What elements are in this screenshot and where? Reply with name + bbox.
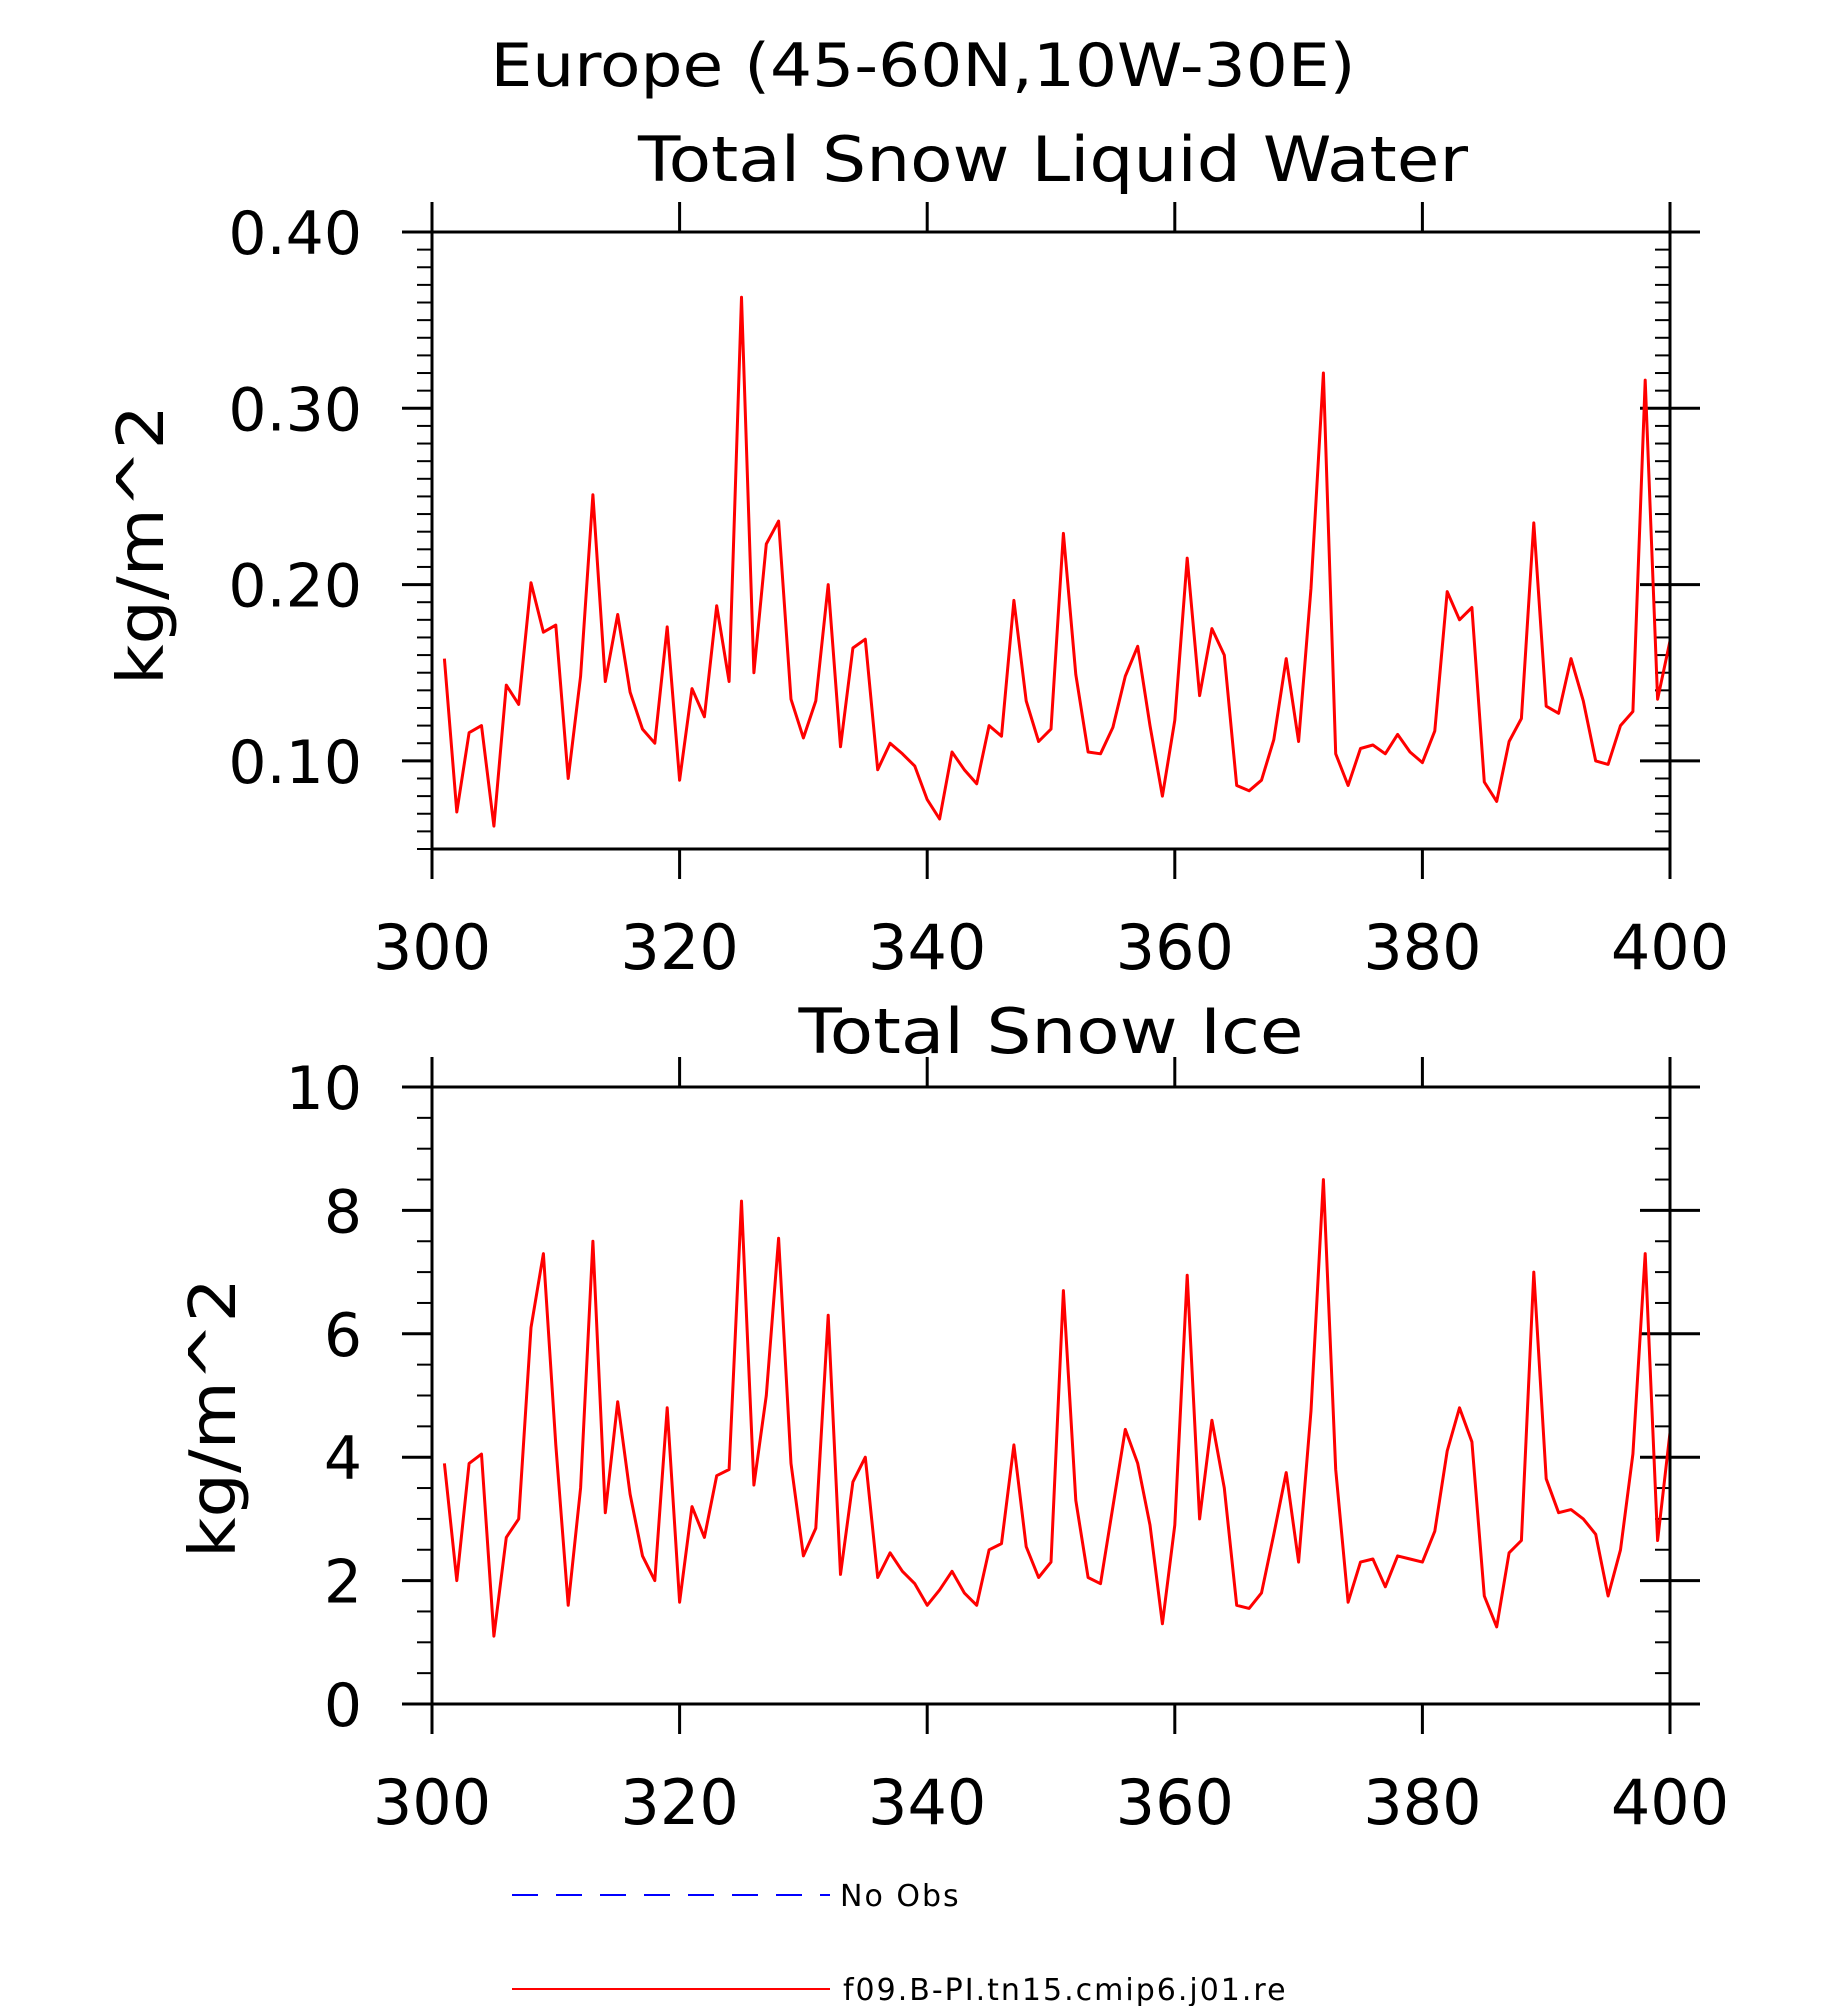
x-tick-label: 340	[868, 1766, 986, 1839]
y-tick-label: 6	[324, 1301, 362, 1371]
x-tick-label: 380	[1363, 911, 1481, 984]
x-tick-label: 320	[620, 911, 738, 984]
y-axis-label-snow-ice: kg/m^2	[177, 1278, 251, 1558]
legend-label-model: f09.B-PI.tn15.cmip6.j01.re	[843, 1973, 1288, 2006]
y-tick-label: 0.10	[228, 728, 362, 798]
y-tick-label: 0.20	[228, 552, 362, 622]
x-tick-labels-liquid-water: 300 320 340 360 380 400	[373, 911, 1729, 984]
panel-title-snow-ice: Total Snow Ice	[797, 995, 1303, 1068]
x-tick-label: 340	[868, 911, 986, 984]
x-tick-label: 400	[1611, 911, 1729, 984]
x-tick-labels-snow-ice: 300 320 340 360 380 400	[373, 1766, 1729, 1839]
series-line-liquid-water	[442, 295, 1672, 828]
plot-frame-liquid-water	[430, 230, 1672, 851]
y-tick-label: 0.40	[228, 199, 362, 269]
legend: No Obs f09.B-PI.tn15.cmip6.j01.re	[512, 1879, 1288, 2006]
y-tick-label: 4	[324, 1424, 362, 1494]
y-tick-label: 10	[286, 1054, 362, 1124]
y-tick-label: 2	[324, 1548, 362, 1618]
ticks-liquid-water	[402, 202, 1700, 879]
series-line-snow-ice	[442, 1178, 1672, 1638]
y-tick-label: 0.30	[228, 375, 362, 445]
x-tick-label: 300	[373, 911, 491, 984]
x-tick-label: 360	[1116, 1766, 1234, 1839]
x-tick-label: 380	[1363, 1766, 1481, 1839]
x-tick-label: 300	[373, 1766, 491, 1839]
x-tick-label: 320	[620, 1766, 738, 1839]
y-tick-labels-snow-ice: 0 2 4 6 8 10	[286, 1054, 362, 1741]
panel-title-liquid-water: Total Snow Liquid Water	[637, 123, 1469, 196]
panel-liquid-water: Total Snow Liquid Water kg/m^2 0.100.200…	[105, 123, 1729, 984]
y-tick-label: 8	[324, 1177, 362, 1247]
x-tick-label: 360	[1116, 911, 1234, 984]
y-tick-label: 0	[324, 1671, 362, 1741]
x-tick-label: 400	[1611, 1766, 1729, 1839]
y-tick-labels-liquid-water: 0.10 0.20 0.30 0.40	[228, 199, 362, 798]
y-axis-label-liquid-water: kg/m^2	[105, 405, 179, 685]
legend-label-no-obs: No Obs	[840, 1879, 961, 1914]
figure-title: Europe (45-60N,10W-30E)	[491, 31, 1356, 101]
plot-frame-snow-ice	[430, 1085, 1672, 1706]
ticks-snow-ice	[402, 1057, 1700, 1734]
